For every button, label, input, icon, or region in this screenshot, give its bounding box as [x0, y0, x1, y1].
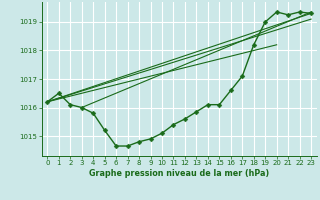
X-axis label: Graphe pression niveau de la mer (hPa): Graphe pression niveau de la mer (hPa) [89, 169, 269, 178]
